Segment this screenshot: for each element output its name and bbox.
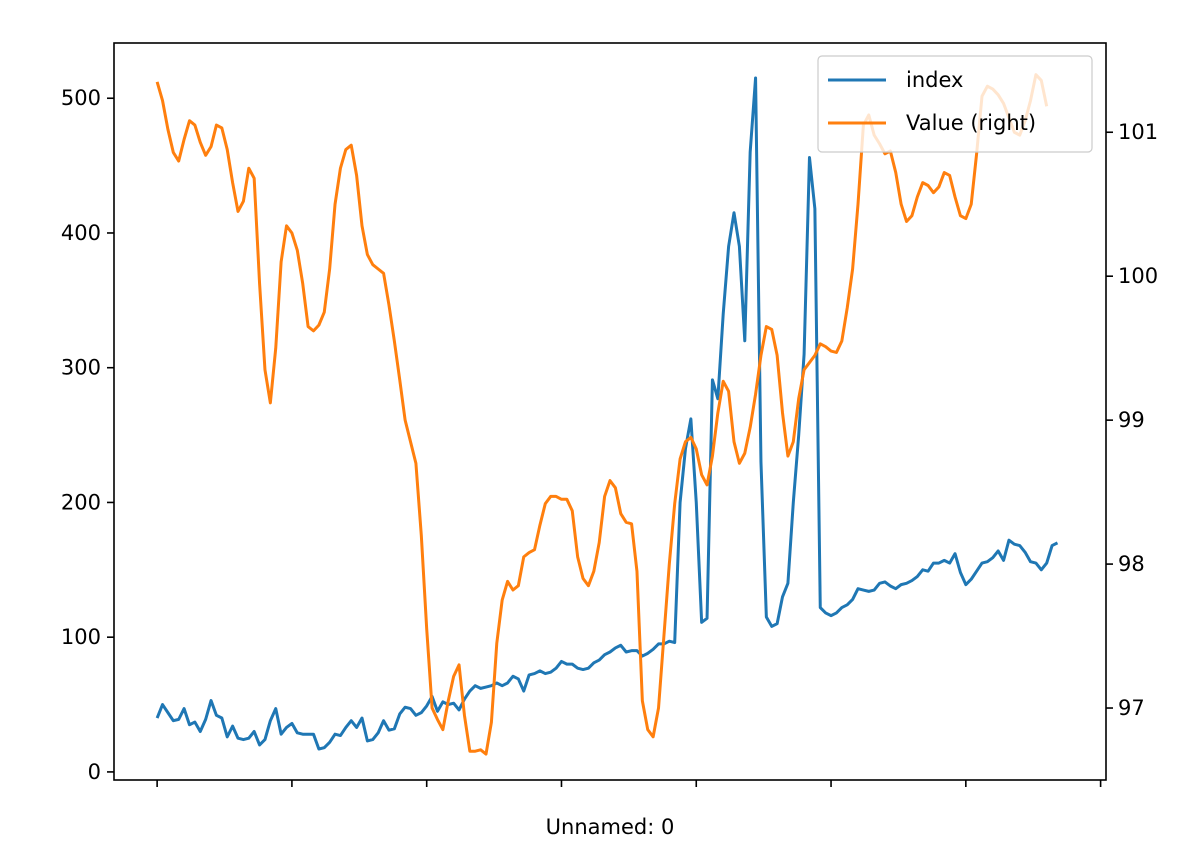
plot-area bbox=[155, 73, 1059, 756]
y-tick-label-right: 100 bbox=[1118, 264, 1158, 288]
y-tick-label-left: 500 bbox=[61, 86, 101, 110]
y-tick-label-left: 400 bbox=[61, 221, 101, 245]
legend-label-1: Value (right) bbox=[906, 111, 1036, 135]
y-tick-label-right: 101 bbox=[1118, 120, 1158, 144]
legend: index Value (right) bbox=[817, 55, 1093, 153]
y-tick-label-left: 100 bbox=[61, 625, 101, 649]
legend-label-0: index bbox=[906, 68, 963, 92]
y-tick-label-left: 200 bbox=[61, 490, 101, 514]
y-tick-label-right: 98 bbox=[1118, 552, 1145, 576]
x-axis-label: Unnamed: 0 bbox=[546, 815, 675, 839]
series-line-0 bbox=[155, 76, 1059, 751]
legend-box bbox=[817, 55, 1093, 153]
series-layer bbox=[155, 73, 1059, 756]
series-line-1 bbox=[155, 73, 1049, 756]
y-tick-label-right: 97 bbox=[1118, 696, 1145, 720]
axes-layer: 0 100 200 300 400 500 97 98 99 100 101 bbox=[61, 42, 1158, 787]
y-tick-label-right: 99 bbox=[1118, 408, 1145, 432]
axes-frame bbox=[113, 42, 1107, 781]
y-tick-label-left: 0 bbox=[88, 760, 101, 784]
y-tick-label-left: 300 bbox=[61, 356, 101, 380]
